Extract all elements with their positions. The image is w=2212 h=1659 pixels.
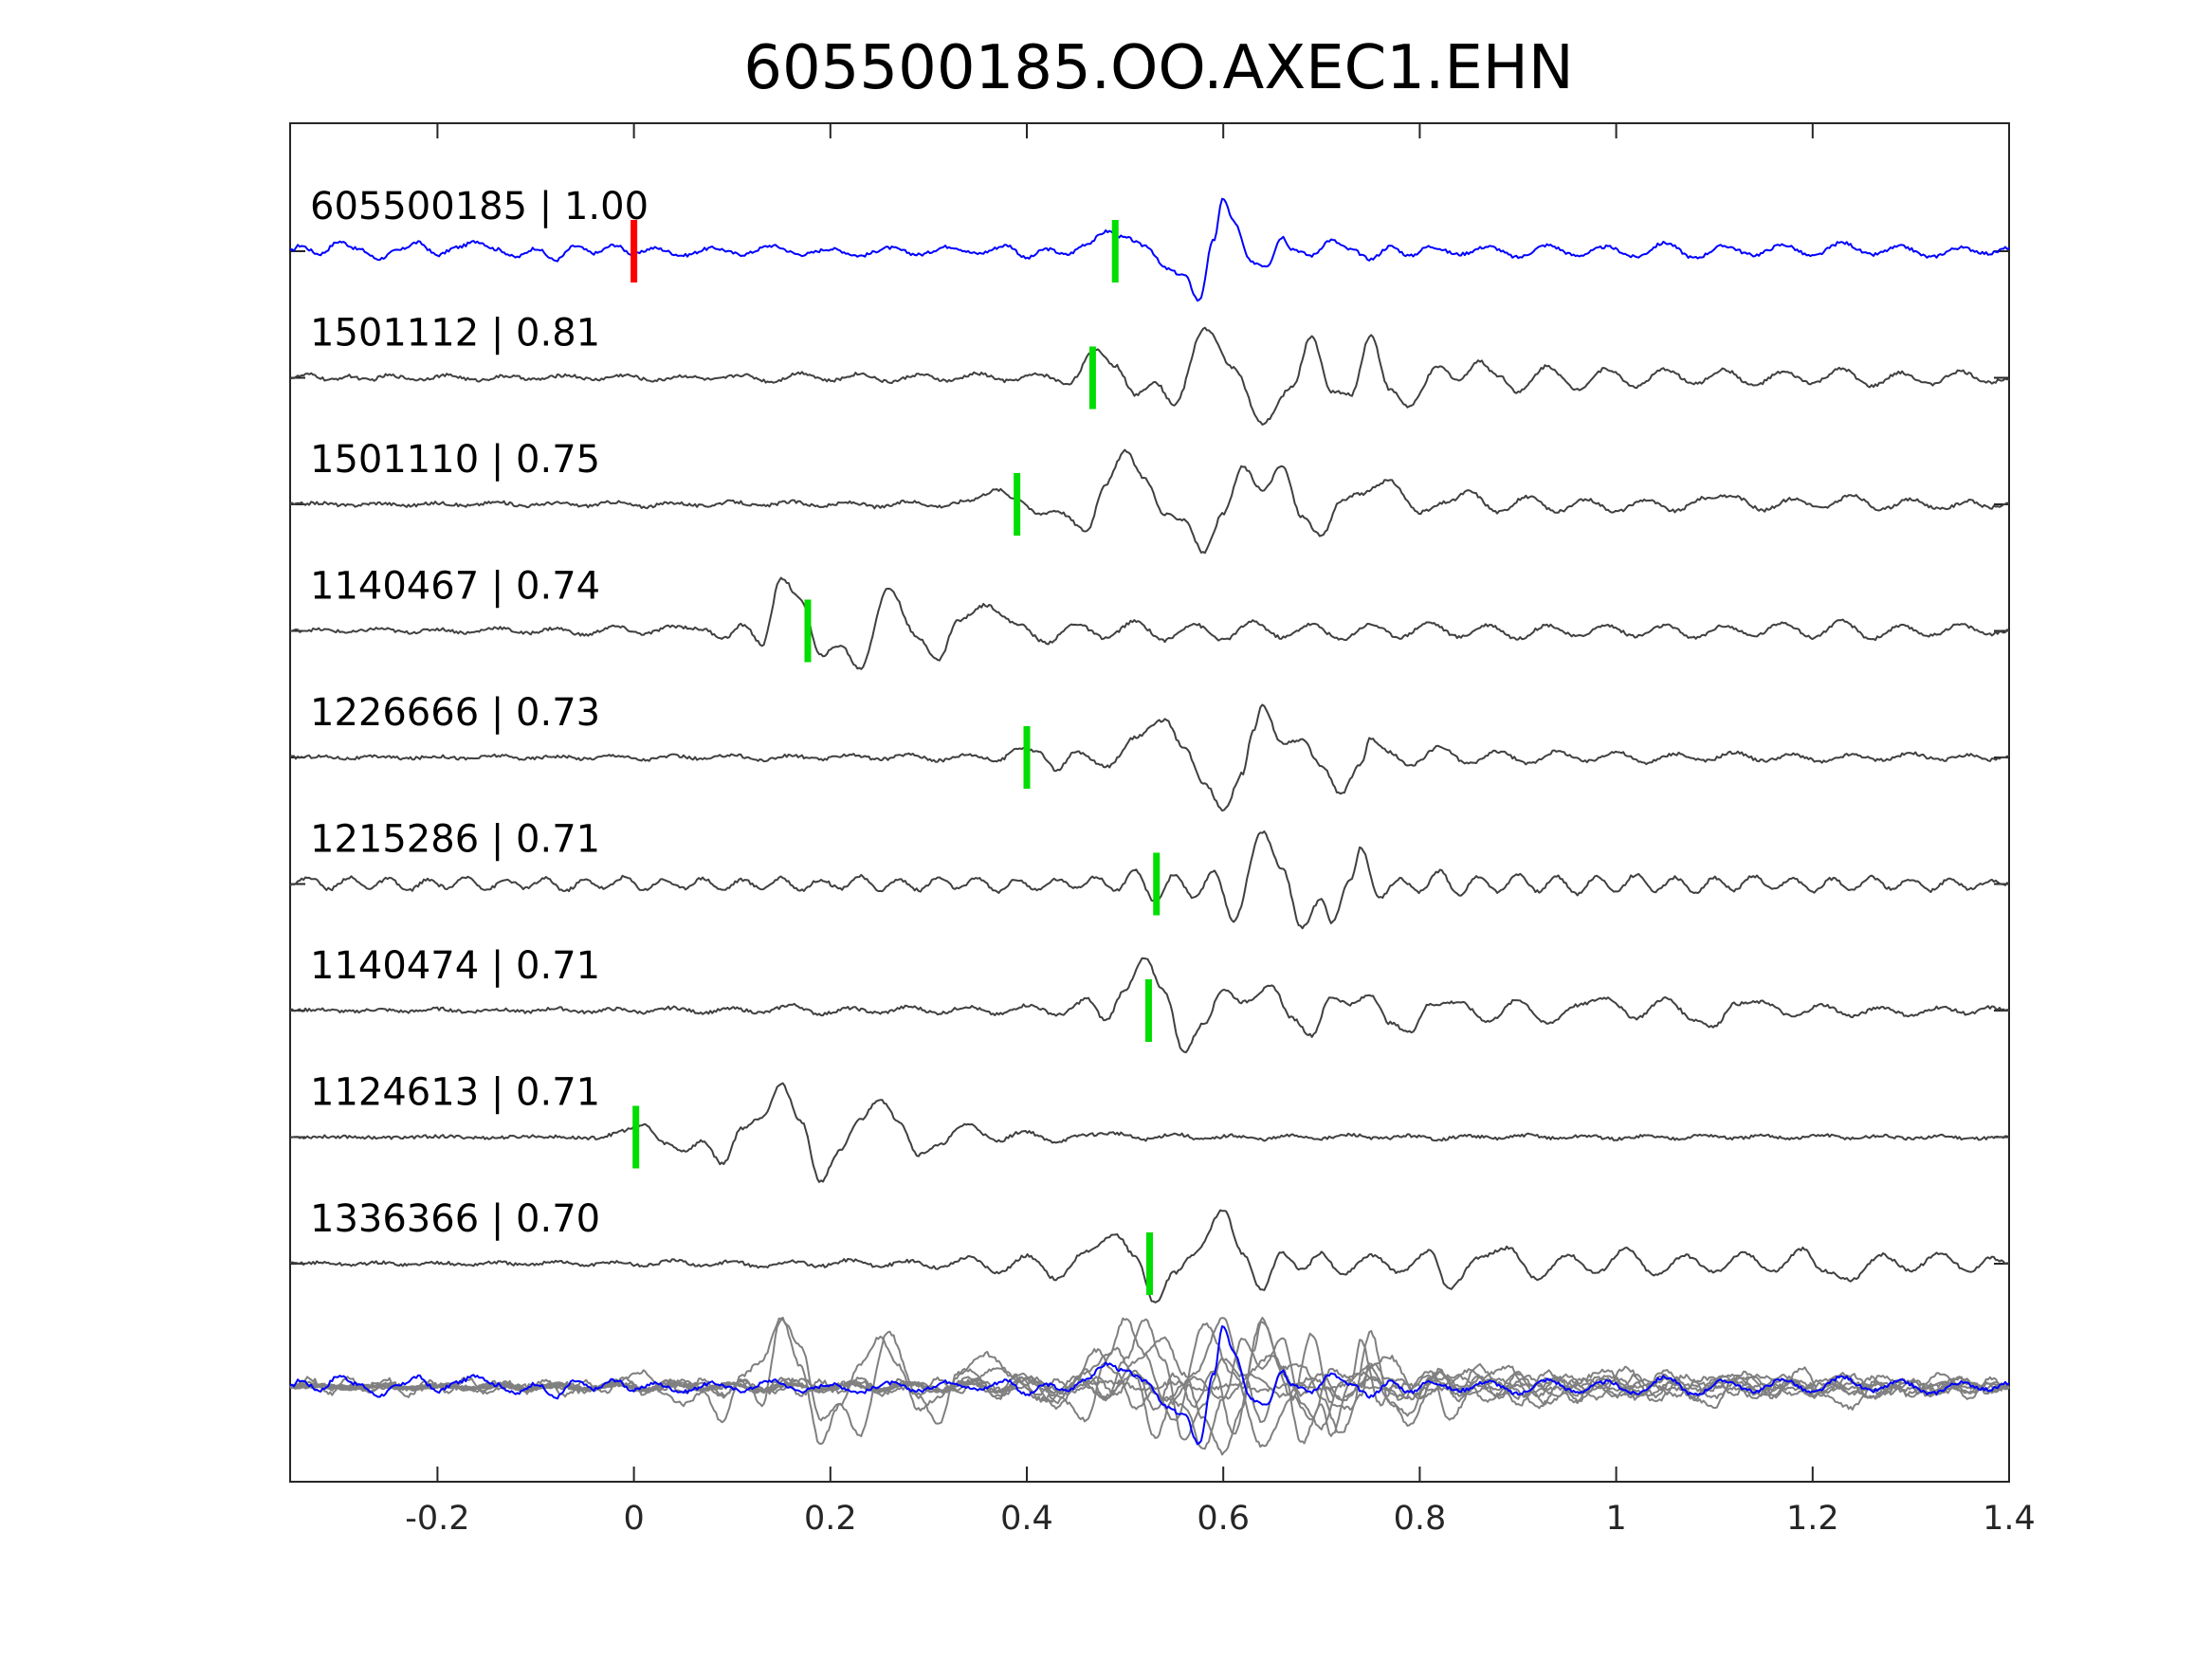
overlay-template-trace (289, 1325, 2010, 1446)
trace-label: 605500185 | 1.00 (310, 185, 649, 228)
template-trace (289, 197, 2010, 302)
detection-trace (289, 957, 2010, 1054)
trace-label: 1226666 | 0.73 (310, 691, 600, 735)
x-tick-label: 0.8 (1394, 1500, 1447, 1538)
pick-markers (631, 220, 1161, 1295)
x-tick-label: 0.6 (1197, 1500, 1250, 1538)
detection-trace (289, 830, 2010, 930)
detection-trace (289, 1209, 2010, 1304)
trace-label: 1501110 | 0.75 (310, 438, 600, 482)
trace-label: 1336366 | 0.70 (310, 1197, 600, 1241)
trace-label: 1501112 | 0.81 (310, 312, 600, 356)
x-tick-label: 0.4 (1000, 1500, 1053, 1538)
x-tick-label: 1 (1605, 1500, 1626, 1538)
detection-trace (289, 326, 2010, 426)
trace-label: 1124613 | 0.71 (310, 1071, 600, 1115)
detection-trace (289, 448, 2010, 555)
trace-label: 1140474 | 0.71 (310, 944, 600, 988)
chart-title: 605500185.OO.AXEC1.EHN (743, 33, 1574, 103)
trace-label: 1215286 | 0.71 (310, 818, 600, 862)
trace-stack (289, 197, 2010, 1304)
x-tick-label: 1.2 (1786, 1500, 1839, 1538)
overlay-panel (289, 1316, 2010, 1456)
x-tick-label: 0 (623, 1500, 644, 1538)
plot-frame (289, 122, 2010, 1483)
x-tick-label: 1.4 (1983, 1500, 2036, 1538)
detection-trace (289, 703, 2010, 812)
trace-labels: 605500185 | 1.00 1501112 | 0.81 1501110 | … (310, 185, 649, 1241)
trace-label: 1140467 | 0.74 (310, 565, 600, 609)
axes: -0.2 0 0.2 0.4 0.6 0.8 1 1.2 1.4 (289, 122, 2036, 1538)
x-tick-label: 0.2 (804, 1500, 857, 1538)
detection-trace (290, 1082, 2010, 1183)
overlay-detection-trace (289, 1317, 2010, 1439)
overlay-detection-trace (289, 1318, 2010, 1441)
detection-trace (289, 576, 2010, 670)
x-tick-label: -0.2 (405, 1500, 469, 1538)
